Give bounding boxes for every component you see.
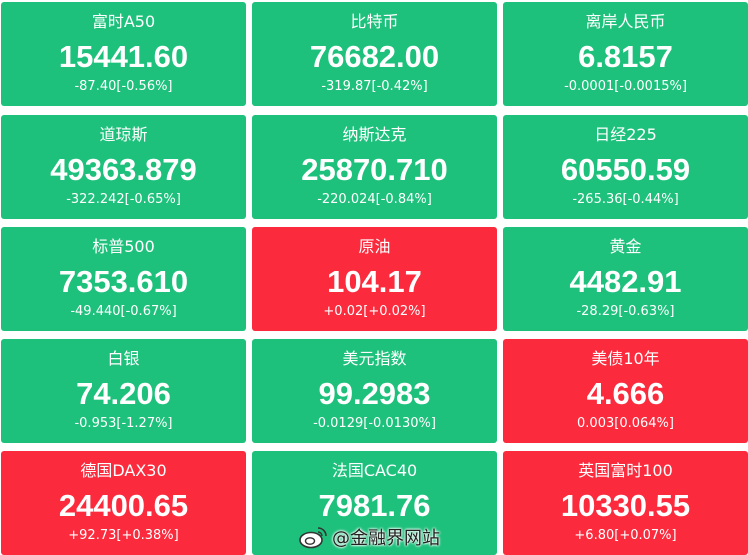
- quote-price: 7353.610: [58, 264, 189, 299]
- quote-change: -0.0129[-0.0130%]: [313, 416, 436, 431]
- quote-change: 0.003[0.064%]: [577, 416, 674, 431]
- quote-change: -87.40[-0.56%]: [74, 79, 173, 94]
- quote-price: 24400.65: [58, 488, 189, 523]
- quote-price: 60550.59: [560, 152, 691, 187]
- quote-tile[interactable]: 黄金 4482.91 -28.29[-0.63%]: [503, 227, 748, 331]
- quote-tile[interactable]: 白银 74.206 -0.953[-1.27%]: [1, 339, 246, 443]
- quote-name: 黄金: [609, 237, 642, 256]
- quote-tile[interactable]: 美债10年 4.666 0.003[0.064%]: [503, 339, 748, 443]
- quote-price: 25870.710: [301, 152, 448, 187]
- quote-change: +0.02[+0.02%]: [323, 304, 426, 319]
- quote-tile[interactable]: 标普500 7353.610 -49.440[-0.67%]: [1, 227, 246, 331]
- quote-tile[interactable]: 原油 104.17 +0.02[+0.02%]: [252, 227, 497, 331]
- quote-tile[interactable]: 道琼斯 49363.879 -322.242[-0.65%]: [1, 115, 246, 219]
- quote-price: 7981.76: [318, 488, 431, 523]
- quote-price: 104.17: [327, 264, 422, 299]
- quote-name: 美债10年: [591, 349, 660, 368]
- watermark: @金融界网站: [298, 524, 440, 550]
- quote-tile[interactable]: 法国CAC40 7981.76: [252, 451, 497, 555]
- quote-tile[interactable]: 富时A50 15441.60 -87.40[-0.56%]: [1, 2, 246, 106]
- quote-change: -322.242[-0.65%]: [66, 192, 181, 207]
- quote-price: 15441.60: [58, 39, 189, 74]
- watermark-text: @金融界网站: [332, 528, 440, 549]
- quote-price: 6.8157: [578, 39, 673, 74]
- quote-name: 白银: [107, 349, 140, 368]
- quote-price: 4.666: [586, 376, 665, 411]
- quote-name: 离岸人民币: [585, 12, 666, 31]
- quote-price: 74.206: [76, 376, 171, 411]
- quote-name: 德国DAX30: [80, 461, 167, 480]
- quote-change: -0.0001[-0.0015%]: [564, 79, 687, 94]
- quote-tile[interactable]: 离岸人民币 6.8157 -0.0001[-0.0015%]: [503, 2, 748, 106]
- quote-name: 英国富时100: [578, 461, 673, 480]
- quote-name: 纳斯达克: [342, 125, 407, 144]
- quote-name: 法国CAC40: [331, 461, 418, 480]
- quote-change: -28.29[-0.63%]: [576, 304, 675, 319]
- weibo-icon: [299, 527, 327, 549]
- quote-tile[interactable]: 美元指数 99.2983 -0.0129[-0.0130%]: [252, 339, 497, 443]
- quote-name: 美元指数: [342, 349, 407, 368]
- quote-name: 原油: [358, 237, 391, 256]
- quote-name: 比特币: [350, 12, 399, 31]
- quote-price: 99.2983: [318, 376, 431, 411]
- quote-change: -265.36[-0.44%]: [572, 192, 679, 207]
- quote-price: 49363.879: [50, 152, 197, 187]
- quote-change: -220.024[-0.84%]: [317, 192, 432, 207]
- quote-change: -0.953[-1.27%]: [74, 416, 173, 431]
- quote-price: 10330.55: [560, 488, 691, 523]
- quote-tile[interactable]: 德国DAX30 24400.65 +92.73[+0.38%]: [1, 451, 246, 555]
- quote-price: 76682.00: [309, 39, 440, 74]
- quote-name: 富时A50: [91, 12, 156, 31]
- quote-name: 道琼斯: [99, 125, 148, 144]
- quote-change: -49.440[-0.67%]: [70, 304, 177, 319]
- quote-tile[interactable]: 比特币 76682.00 -319.87[-0.42%]: [252, 2, 497, 106]
- quote-change: -319.87[-0.42%]: [321, 79, 428, 94]
- quote-price: 4482.91: [569, 264, 682, 299]
- quote-name: 标普500: [92, 237, 155, 256]
- quote-tile[interactable]: 纳斯达克 25870.710 -220.024[-0.84%]: [252, 115, 497, 219]
- quote-name: 日经225: [594, 125, 657, 144]
- quote-tile[interactable]: 日经225 60550.59 -265.36[-0.44%]: [503, 115, 748, 219]
- quote-tile[interactable]: 英国富时100 10330.55 +6.80[+0.07%]: [503, 451, 748, 555]
- quote-change: +6.80[+0.07%]: [574, 528, 677, 543]
- quote-change: +92.73[+0.38%]: [68, 528, 179, 543]
